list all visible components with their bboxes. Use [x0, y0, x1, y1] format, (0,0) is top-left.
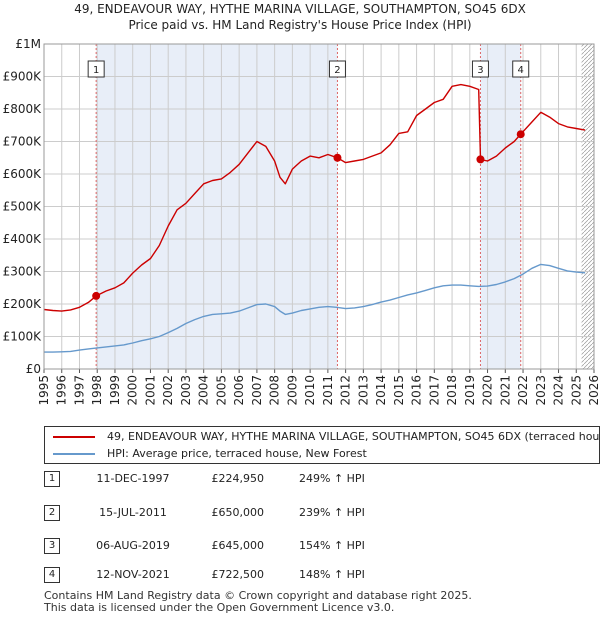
legend-swatch-hpi: [53, 453, 95, 455]
y-tick-label: £500K: [3, 200, 43, 214]
x-tick-label: 2004: [197, 375, 211, 406]
y-tick-label: £1M: [15, 37, 41, 51]
sale-marker-box: [328, 60, 346, 78]
y-tick-label: £700K: [3, 135, 43, 149]
sale-point: [476, 155, 485, 164]
sale-marker-label: 2: [334, 65, 340, 76]
chart-subtitle: Price paid vs. HM Land Registry's House …: [128, 18, 472, 32]
legend-swatch-property: [53, 436, 95, 438]
sale-price: £650,000: [211, 506, 265, 519]
chart-title: 49, ENDEAVOUR WAY, HYTHE MARINA VILLAGE,…: [74, 2, 526, 16]
sale-number-badge: 2: [44, 505, 60, 521]
x-tick-label: 2013: [356, 375, 370, 406]
x-tick-label: 2019: [463, 375, 477, 406]
x-tick-label: 2001: [143, 375, 157, 406]
x-tick-label: 1997: [72, 375, 86, 406]
footer-licence: This data is licensed under the Open Gov…: [44, 601, 395, 614]
x-tick-label: 2007: [250, 375, 264, 406]
series-line: [43, 83, 586, 312]
x-tick-label: 1998: [90, 375, 104, 406]
sale-price: £722,500: [211, 568, 265, 581]
sale-number-badge: 4: [44, 567, 60, 583]
x-tick-label: 2015: [392, 375, 406, 406]
x-tick-label: 2008: [268, 375, 282, 406]
x-tick-label: 2010: [303, 375, 317, 406]
x-tick-label: 2025: [569, 375, 583, 406]
legend-item-property: 49, ENDEAVOUR WAY, HYTHE MARINA VILLAGE,…: [53, 429, 600, 445]
sale-price: £224,950: [211, 472, 265, 485]
chart-legend: 49, ENDEAVOUR WAY, HYTHE MARINA VILLAGE,…: [44, 426, 600, 464]
y-tick-label: £400K: [3, 232, 43, 246]
y-tick-label: £800K: [3, 102, 43, 116]
sale-date: 11-DEC-1997: [96, 472, 170, 485]
sale-marker-box: [512, 60, 530, 78]
sale-marker-box: [471, 60, 489, 78]
y-tick-label: £600K: [3, 167, 43, 181]
footer-copyright: Contains HM Land Registry data © Crown c…: [44, 589, 472, 602]
sale-hpi-change: 249% ↑ HPI: [299, 472, 365, 485]
x-tick-label: 2000: [126, 375, 140, 406]
x-tick-label: 2017: [427, 375, 441, 406]
sale-date: 06-AUG-2019: [96, 539, 170, 552]
sale-date: 12-NOV-2021: [96, 568, 170, 581]
x-tick-label: 2020: [481, 375, 495, 406]
y-tick-label: £0: [26, 362, 41, 376]
sale-date: 15-JUL-2011: [99, 506, 167, 519]
sale-marker-label: 3: [477, 65, 483, 76]
x-tick-label: 1995: [37, 375, 51, 406]
x-tick-label: 2021: [498, 375, 512, 406]
x-tick-label: 1996: [55, 375, 69, 406]
x-tick-label: 2012: [339, 375, 353, 406]
sale-number-badge: 3: [44, 538, 60, 554]
legend-label-property: 49, ENDEAVOUR WAY, HYTHE MARINA VILLAGE,…: [107, 430, 600, 443]
legend-item-hpi: HPI: Average price, terraced house, New …: [53, 446, 367, 462]
x-tick-label: 2018: [445, 375, 459, 406]
x-tick-label: 2022: [516, 375, 530, 406]
x-tick-label: 2011: [321, 375, 335, 406]
legend-label-hpi: HPI: Average price, terraced house, New …: [107, 447, 367, 460]
x-tick-label: 2024: [552, 375, 566, 406]
y-tick-label: £200K: [3, 297, 43, 311]
x-tick-label: 2016: [410, 375, 424, 406]
series-line: [44, 263, 586, 353]
x-tick-label: 2005: [214, 375, 228, 406]
sale-hpi-change: 148% ↑ HPI: [299, 568, 365, 581]
y-tick-label: £900K: [3, 70, 43, 84]
y-tick-label: £300K: [3, 265, 43, 279]
x-tick-label: 2003: [179, 375, 193, 406]
price-chart: 1 2 3 4 £0 £100K £200K £300K £400K £500K £600K £70…: [3, 37, 600, 406]
x-tick-label: 2026: [587, 375, 600, 406]
sale-point: [516, 130, 525, 139]
y-tick-label: £100K: [3, 330, 43, 344]
x-tick-label: 2023: [534, 375, 548, 406]
sale-marker-box: [87, 60, 105, 78]
sale-marker-label: 4: [518, 65, 524, 76]
sale-point: [333, 153, 342, 162]
x-tick-label: 1999: [108, 375, 122, 406]
x-tick-label: 2002: [161, 375, 175, 406]
plot-border: [43, 43, 595, 370]
sale-number-badge: 1: [44, 471, 60, 487]
x-tick-label: 2009: [285, 375, 299, 406]
sale-point: [92, 291, 101, 300]
sale-hpi-change: 154% ↑ HPI: [299, 539, 365, 552]
x-tick-label: 2014: [374, 375, 388, 406]
x-tick-label: 2006: [232, 375, 246, 406]
sale-hpi-change: 239% ↑ HPI: [299, 506, 365, 519]
sale-price: £645,000: [211, 539, 265, 552]
sale-marker-label: 1: [93, 65, 99, 76]
footer-attribution: Contains HM Land Registry data © Crown c…: [44, 590, 472, 614]
